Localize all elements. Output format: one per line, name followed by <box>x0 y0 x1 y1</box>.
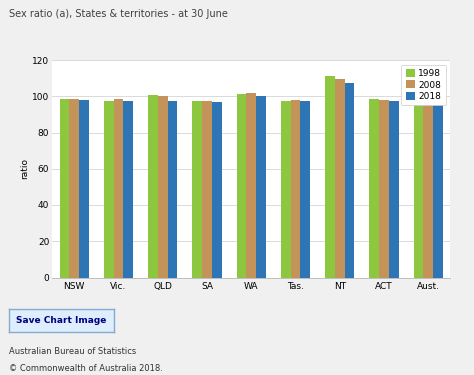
Bar <box>123 101 133 278</box>
Bar <box>325 76 335 278</box>
Bar <box>291 100 301 278</box>
Bar <box>192 101 202 278</box>
Bar <box>256 96 266 278</box>
Bar <box>237 93 246 278</box>
Bar <box>246 93 256 278</box>
Bar <box>60 99 69 278</box>
Bar <box>414 98 423 278</box>
Bar <box>148 95 158 278</box>
Text: © Commonwealth of Australia 2018.: © Commonwealth of Australia 2018. <box>9 364 164 373</box>
Y-axis label: ratio: ratio <box>20 158 29 179</box>
Bar <box>345 82 354 278</box>
Bar <box>79 100 89 278</box>
Bar <box>202 101 212 278</box>
Bar <box>212 102 221 278</box>
Bar <box>168 101 177 278</box>
Legend: 1998, 2008, 2018: 1998, 2008, 2018 <box>401 64 446 105</box>
Bar <box>158 96 168 278</box>
Bar <box>114 99 123 278</box>
Text: Save Chart Image: Save Chart Image <box>17 316 107 325</box>
Bar <box>104 101 114 278</box>
Bar <box>433 100 443 278</box>
Bar <box>379 100 389 278</box>
Bar <box>335 79 345 278</box>
Bar <box>301 101 310 278</box>
Bar <box>281 101 291 278</box>
Bar <box>423 99 433 278</box>
Text: Australian Bureau of Statistics: Australian Bureau of Statistics <box>9 347 137 356</box>
Bar <box>369 99 379 278</box>
Bar <box>69 99 79 278</box>
Bar <box>389 101 399 278</box>
Text: Sex ratio (a), States & territories - at 30 June: Sex ratio (a), States & territories - at… <box>9 9 228 20</box>
